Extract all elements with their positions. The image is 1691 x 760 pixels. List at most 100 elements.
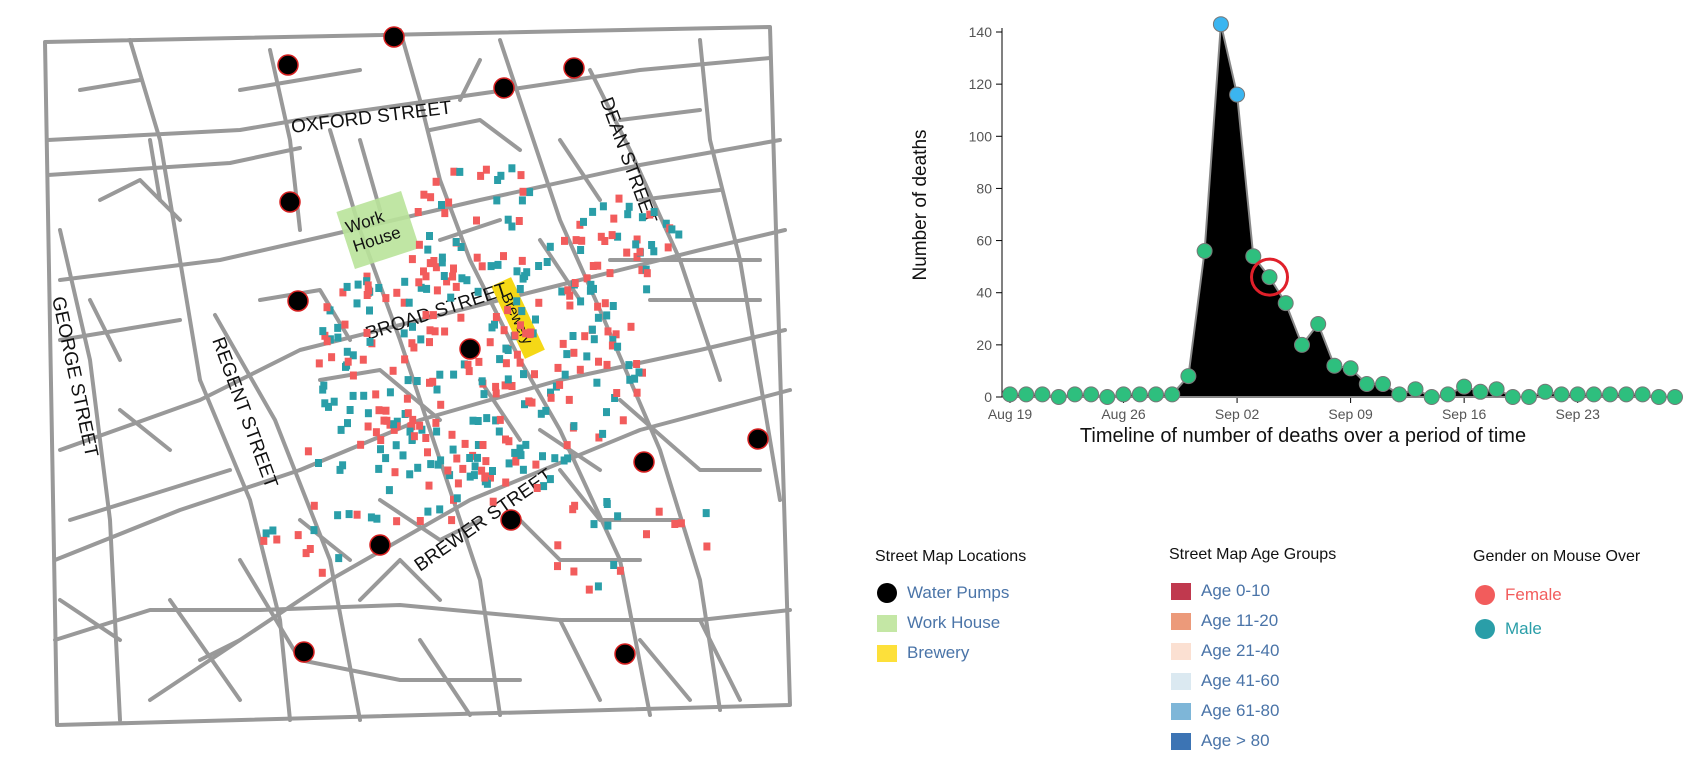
death-marker[interactable] — [483, 414, 491, 423]
death-marker[interactable] — [677, 519, 685, 528]
death-marker[interactable] — [474, 287, 482, 296]
death-marker[interactable] — [448, 516, 456, 525]
death-marker[interactable] — [343, 282, 351, 291]
death-marker[interactable] — [349, 371, 357, 380]
death-marker[interactable] — [496, 415, 504, 424]
death-marker[interactable] — [450, 264, 457, 273]
death-marker[interactable] — [606, 269, 614, 278]
death-marker[interactable] — [563, 441, 571, 450]
death-marker[interactable] — [393, 288, 401, 297]
data-point[interactable] — [1115, 386, 1132, 403]
death-marker[interactable] — [585, 585, 593, 594]
death-marker[interactable] — [566, 301, 574, 310]
death-marker[interactable] — [626, 375, 634, 384]
death-marker[interactable] — [488, 323, 496, 332]
death-marker[interactable] — [504, 215, 512, 224]
death-marker[interactable] — [528, 398, 536, 407]
data-point[interactable] — [1245, 248, 1262, 265]
death-marker[interactable] — [425, 481, 433, 490]
death-marker[interactable] — [417, 283, 425, 292]
death-marker[interactable] — [466, 454, 474, 462]
death-marker[interactable] — [310, 501, 318, 510]
data-point[interactable] — [1407, 381, 1424, 398]
death-marker[interactable] — [408, 422, 416, 430]
death-marker[interactable] — [589, 207, 597, 216]
death-marker[interactable] — [336, 465, 344, 474]
death-marker[interactable] — [542, 406, 550, 415]
death-marker[interactable] — [460, 360, 468, 369]
death-marker[interactable] — [409, 415, 417, 424]
death-marker[interactable] — [601, 237, 609, 245]
data-point[interactable] — [1164, 386, 1181, 403]
legend-item-water-pumps[interactable]: Water Pumps — [875, 578, 1026, 608]
death-marker[interactable] — [432, 418, 440, 427]
death-marker[interactable] — [702, 509, 710, 518]
death-marker[interactable] — [518, 307, 526, 316]
death-marker[interactable] — [366, 306, 373, 315]
data-point[interactable] — [1667, 389, 1683, 405]
death-marker[interactable] — [611, 394, 619, 402]
death-marker[interactable] — [564, 286, 572, 295]
death-marker[interactable] — [438, 201, 445, 209]
death-marker[interactable] — [671, 520, 679, 528]
death-marker[interactable] — [537, 409, 545, 418]
data-point[interactable] — [1423, 389, 1440, 405]
data-point[interactable] — [1456, 378, 1473, 395]
death-marker[interactable] — [427, 460, 435, 469]
death-marker[interactable] — [360, 391, 368, 400]
death-marker[interactable] — [471, 462, 479, 471]
death-marker[interactable] — [648, 241, 656, 249]
death-marker[interactable] — [614, 232, 622, 241]
death-marker[interactable] — [319, 385, 327, 394]
death-marker[interactable] — [406, 427, 414, 436]
death-marker[interactable] — [572, 236, 580, 245]
death-marker[interactable] — [449, 272, 457, 281]
death-marker[interactable] — [595, 357, 602, 366]
death-marker[interactable] — [627, 322, 635, 331]
death-marker[interactable] — [633, 360, 641, 368]
death-marker[interactable] — [517, 171, 525, 180]
death-marker[interactable] — [359, 355, 367, 364]
death-marker[interactable] — [415, 240, 423, 249]
death-marker[interactable] — [414, 208, 422, 216]
death-marker[interactable] — [504, 306, 512, 315]
death-marker[interactable] — [373, 514, 381, 523]
death-marker[interactable] — [334, 323, 342, 332]
data-point[interactable] — [1310, 316, 1327, 332]
death-marker[interactable] — [551, 454, 559, 463]
death-marker[interactable] — [608, 231, 616, 240]
death-marker[interactable] — [390, 420, 398, 429]
death-marker[interactable] — [492, 382, 500, 391]
death-marker[interactable] — [335, 554, 343, 563]
death-marker[interactable] — [613, 389, 621, 397]
death-marker[interactable] — [365, 286, 373, 295]
death-marker[interactable] — [479, 441, 487, 449]
death-marker[interactable] — [353, 299, 361, 308]
death-marker[interactable] — [377, 445, 384, 454]
death-marker[interactable] — [422, 272, 430, 281]
death-marker[interactable] — [391, 468, 399, 477]
death-marker[interactable] — [594, 302, 602, 311]
death-marker[interactable] — [417, 335, 425, 344]
death-marker[interactable] — [516, 358, 524, 367]
death-marker[interactable] — [382, 294, 390, 303]
legend-item-age-2[interactable]: Age 21-40 — [1169, 636, 1336, 666]
death-marker[interactable] — [638, 266, 646, 275]
death-marker[interactable] — [422, 311, 430, 319]
death-marker[interactable] — [440, 272, 448, 280]
death-marker[interactable] — [353, 510, 361, 519]
legend-item-age-3[interactable]: Age 41-60 — [1169, 666, 1336, 696]
death-marker[interactable] — [563, 350, 571, 359]
death-marker[interactable] — [426, 259, 434, 268]
death-marker[interactable] — [429, 377, 437, 386]
death-marker[interactable] — [408, 339, 416, 348]
death-marker[interactable] — [478, 377, 486, 386]
death-marker[interactable] — [502, 359, 510, 368]
death-marker[interactable] — [426, 232, 433, 240]
death-marker[interactable] — [576, 220, 584, 229]
death-marker[interactable] — [321, 331, 329, 340]
death-marker[interactable] — [547, 393, 555, 402]
water-pump-marker[interactable] — [747, 428, 769, 450]
death-marker[interactable] — [422, 434, 430, 442]
death-marker[interactable] — [262, 529, 270, 538]
